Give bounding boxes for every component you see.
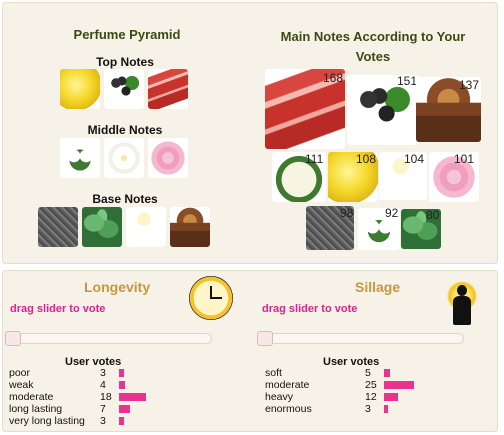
longevity-vote-row: long lasting 7	[9, 403, 209, 415]
vote-label: enormous	[265, 403, 312, 415]
vote-count: 12	[365, 391, 377, 403]
vote-bar	[119, 393, 146, 401]
main-note-vanilla-icon[interactable]	[379, 152, 427, 200]
vote-bar	[384, 369, 390, 377]
leather-icon[interactable]	[38, 207, 78, 247]
longevity-vote-row: weak 4	[9, 379, 209, 391]
vote-bar	[119, 405, 130, 413]
sillage-vote-row: enormous 3	[265, 403, 465, 415]
ratings-panel	[2, 270, 498, 432]
vote-label: soft	[265, 367, 282, 379]
middle-notes-heading: Middle Notes	[87, 123, 163, 137]
main-note-count: 101	[454, 152, 475, 166]
vote-bar	[384, 381, 414, 389]
vote-count: 3	[100, 415, 106, 427]
main-notes-title-line1: Main Notes According to Your	[280, 29, 466, 44]
main-note-count: 92	[385, 206, 399, 220]
longevity-drag-text: drag slider to vote	[10, 303, 106, 315]
main-note-count: 104	[404, 152, 425, 166]
main-note-count: 80	[426, 208, 440, 222]
main-note-chocolate-icon[interactable]	[416, 77, 481, 142]
main-note-jasmine-icon[interactable]	[358, 208, 400, 250]
sillage-vote-row: moderate 25	[265, 379, 465, 391]
vote-label: long lasting	[9, 403, 63, 415]
main-note-count: 98	[340, 206, 354, 220]
longevity-title: Longevity	[84, 279, 151, 295]
longevity-votes-heading: User votes	[65, 356, 122, 368]
main-note-count: 151	[397, 74, 418, 88]
vote-count: 25	[365, 379, 377, 391]
blackcurrant-icon[interactable]	[104, 69, 144, 109]
longevity-vote-row: poor 3	[9, 367, 209, 379]
main-note-count: 137	[459, 78, 480, 92]
vote-label: moderate	[9, 391, 54, 403]
lemon-icon[interactable]	[60, 69, 100, 109]
mint-icon[interactable]	[82, 207, 122, 247]
vote-label: moderate	[265, 379, 310, 391]
longevity-vote-row: very long lasting 3	[9, 415, 209, 427]
main-notes-title-line2: Votes	[355, 49, 391, 64]
vote-bar	[119, 417, 124, 425]
base-notes-heading: Base Notes	[92, 192, 158, 206]
main-note-count: 168	[323, 71, 344, 85]
vote-label: very long lasting	[9, 415, 85, 427]
vote-count: 18	[100, 391, 112, 403]
vote-count: 3	[365, 403, 371, 415]
main-note-peony-icon[interactable]	[429, 152, 479, 202]
vote-label: weak	[9, 379, 34, 391]
main-note-blackcurrant-icon[interactable]	[347, 75, 419, 145]
main-note-gardenia-icon[interactable]	[272, 152, 326, 202]
rhubarb-icon[interactable]	[148, 69, 188, 109]
vote-count: 3	[100, 367, 106, 379]
vote-label: poor	[9, 367, 31, 379]
sillage-votes-heading: User votes	[323, 356, 380, 368]
main-note-count: 108	[356, 152, 377, 166]
vote-bar	[119, 381, 125, 389]
longevity-vote-row: moderate 18	[9, 391, 209, 403]
main-note-lemon-icon[interactable]	[328, 152, 378, 202]
pyramid-title: Perfume Pyramid	[73, 27, 181, 42]
clock-icon	[189, 276, 233, 320]
vote-count: 4	[100, 379, 106, 391]
vote-bar	[384, 405, 388, 413]
sillage-title: Sillage	[355, 279, 401, 295]
sillage-vote-row: soft 5	[265, 367, 465, 379]
main-note-count: 111	[305, 152, 324, 166]
vote-count: 7	[100, 403, 106, 415]
gardenia-icon[interactable]	[104, 138, 144, 178]
vote-label: heavy	[265, 391, 294, 403]
sillage-slider-handle[interactable]	[257, 331, 273, 346]
peony-icon[interactable]	[148, 138, 188, 178]
main-note-rhubarb-icon[interactable]	[265, 69, 345, 149]
vote-count: 5	[365, 367, 371, 379]
person-aura-icon	[447, 281, 477, 325]
chocolate-icon[interactable]	[170, 207, 210, 247]
jasmine-icon[interactable]	[60, 138, 100, 178]
vote-bar	[119, 369, 124, 377]
main-notes-title: Main Notes According to Your Votes	[268, 27, 478, 67]
sillage-drag-text: drag slider to vote	[262, 303, 358, 315]
longevity-slider[interactable]	[7, 333, 212, 344]
main-note-mint-icon[interactable]	[401, 209, 441, 249]
sillage-slider[interactable]	[259, 333, 464, 344]
vanilla-icon[interactable]	[126, 207, 166, 247]
main-note-leather-icon[interactable]	[306, 206, 354, 250]
vote-bar	[384, 393, 399, 401]
longevity-slider-handle[interactable]	[5, 331, 21, 346]
top-notes-heading: Top Notes	[96, 55, 154, 69]
sillage-vote-row: heavy 12	[265, 391, 465, 403]
